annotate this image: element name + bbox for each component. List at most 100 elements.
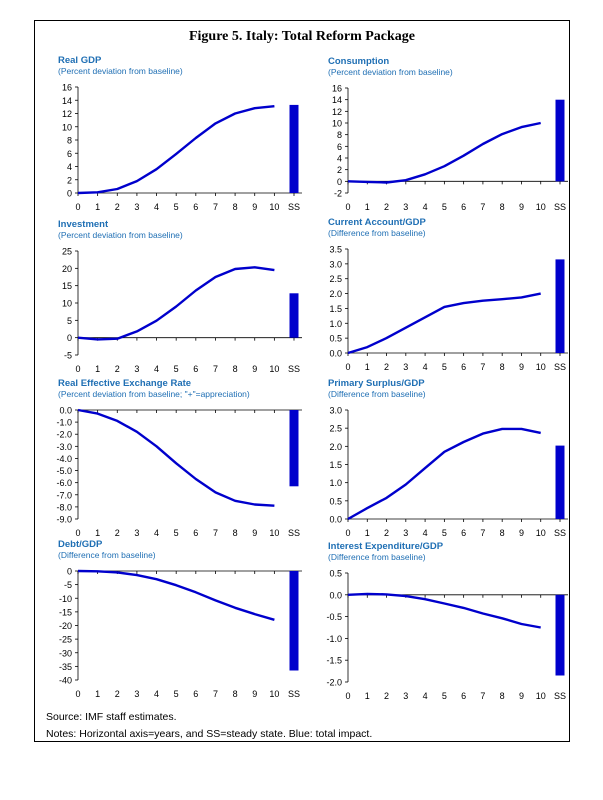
y-tick-label: 3.0 xyxy=(329,406,342,416)
x-tick-label: 10 xyxy=(536,691,546,701)
x-tick-label: 3 xyxy=(134,202,139,212)
y-tick-label: 0 xyxy=(337,177,342,187)
x-tick-label: 1 xyxy=(95,528,100,538)
y-tick-label: -9.0 xyxy=(56,515,72,525)
ss-bar xyxy=(289,410,299,487)
x-tick-label: 2 xyxy=(384,691,389,701)
x-tick-label: 5 xyxy=(442,362,447,372)
x-tick-label: 8 xyxy=(500,528,505,538)
series-line xyxy=(77,105,275,195)
x-tick-label: 8 xyxy=(233,202,238,212)
y-tick-label: 16 xyxy=(62,83,72,93)
x-tick-label: 6 xyxy=(193,689,198,699)
x-tick-label: 2 xyxy=(384,202,389,212)
x-tick-label: 6 xyxy=(193,202,198,212)
x-tick-label: 0 xyxy=(345,362,350,372)
x-tick-label: 9 xyxy=(519,528,524,538)
series-line xyxy=(77,408,275,507)
x-tick-label: 1 xyxy=(365,362,370,372)
y-tick-label: 0.0 xyxy=(329,590,342,600)
x-tick-label: 4 xyxy=(423,691,428,701)
series-line xyxy=(347,121,541,184)
series-line xyxy=(347,427,541,521)
ss-bar xyxy=(555,594,565,676)
x-tick-label: 6 xyxy=(461,528,466,538)
y-tick-label: -4.0 xyxy=(56,454,72,464)
x-tick-label: 7 xyxy=(480,691,485,701)
x-tick-label: 10 xyxy=(536,202,546,212)
chart-title: Current Account/GDP xyxy=(328,217,426,228)
x-tick-label: 1 xyxy=(365,528,370,538)
x-tick-label: 4 xyxy=(423,202,428,212)
y-tick-label: 2.5 xyxy=(329,274,342,284)
x-tick-label: 10 xyxy=(536,528,546,538)
y-tick-label: 4 xyxy=(337,154,342,164)
y-tick-label: 15 xyxy=(62,281,72,291)
chart-title: Debt/GDP xyxy=(58,539,103,550)
x-tick-label: 5 xyxy=(174,364,179,374)
y-tick-label: 12 xyxy=(62,109,72,119)
x-tick-label: 3 xyxy=(134,689,139,699)
chart-title: Investment xyxy=(58,219,109,230)
x-tick-label: 7 xyxy=(480,528,485,538)
x-tick-label: 0 xyxy=(75,528,80,538)
ss-bar xyxy=(555,99,565,182)
x-tick-label: 9 xyxy=(252,689,257,699)
x-tick-label: 8 xyxy=(500,362,505,372)
x-tick-label: 0 xyxy=(75,202,80,212)
y-tick-label: -3.0 xyxy=(56,442,72,452)
y-tick-label: 6 xyxy=(67,149,72,159)
y-tick-label: 1.5 xyxy=(329,304,342,314)
x-tick-label: 1 xyxy=(365,202,370,212)
x-tick-label: 8 xyxy=(233,528,238,538)
chart-subtitle: (Difference from baseline) xyxy=(328,228,426,238)
y-tick-label: 6 xyxy=(337,142,342,152)
y-tick-label: -30 xyxy=(59,648,72,658)
x-tick-label: 7 xyxy=(213,528,218,538)
x-tick-label: 6 xyxy=(461,362,466,372)
x-tick-label: 10 xyxy=(269,202,279,212)
y-tick-label: 5 xyxy=(67,316,72,326)
x-tick-label: 10 xyxy=(269,689,279,699)
x-tick-label: 3 xyxy=(403,202,408,212)
y-tick-label: -0.5 xyxy=(326,612,342,622)
y-tick-label: -5.0 xyxy=(56,466,72,476)
chart-subtitle: (Difference from baseline) xyxy=(328,552,426,562)
x-tick-label: 9 xyxy=(519,202,524,212)
chart-4: Current Account/GDP(Difference from base… xyxy=(328,217,568,372)
x-tick-label: 5 xyxy=(442,691,447,701)
chart-title: Primary Surplus/GDP xyxy=(328,378,425,389)
x-tick-label: 3 xyxy=(403,691,408,701)
y-tick-label: -6.0 xyxy=(56,478,72,488)
y-tick-label: 1.5 xyxy=(329,460,342,470)
x-tick-label: 1 xyxy=(95,202,100,212)
x-tick-label: 4 xyxy=(423,528,428,538)
chart-title: Real Effective Exchange Rate xyxy=(58,378,191,389)
x-tick-label: 2 xyxy=(384,362,389,372)
figure-frame: Figure 5. Italy: Total Reform Package xyxy=(34,20,570,742)
y-tick-label: 1.0 xyxy=(329,478,342,488)
chart-subtitle: (Percent deviation from baseline) xyxy=(58,66,183,76)
figure-title: Figure 5. Italy: Total Reform Package xyxy=(188,29,416,44)
source-note: Source: IMF staff estimates. xyxy=(46,711,177,723)
x-tick-label: 1 xyxy=(95,364,100,374)
y-tick-label: 1.0 xyxy=(329,319,342,329)
x-tick-label: 1 xyxy=(365,691,370,701)
x-tick-label: 4 xyxy=(154,202,159,212)
y-tick-label: 25 xyxy=(62,247,72,257)
x-tick-label: 2 xyxy=(115,364,120,374)
ss-bar xyxy=(289,293,299,338)
x-tick-label: SS xyxy=(554,691,566,701)
y-tick-label: 2.0 xyxy=(329,289,342,299)
x-tick-label: 3 xyxy=(134,528,139,538)
series-line xyxy=(347,292,541,355)
chart-3: Investment(Percent deviation from baseli… xyxy=(58,219,302,374)
chart-title: Interest Expenditure/GDP xyxy=(328,541,444,552)
chart-subtitle: (Percent deviation from baseline) xyxy=(58,230,183,240)
y-tick-label: 14 xyxy=(332,95,342,105)
x-tick-label: 5 xyxy=(174,202,179,212)
x-tick-label: 4 xyxy=(154,364,159,374)
y-tick-label: 0.5 xyxy=(329,334,342,344)
y-tick-label: 10 xyxy=(332,119,342,129)
x-tick-label: SS xyxy=(288,689,300,699)
